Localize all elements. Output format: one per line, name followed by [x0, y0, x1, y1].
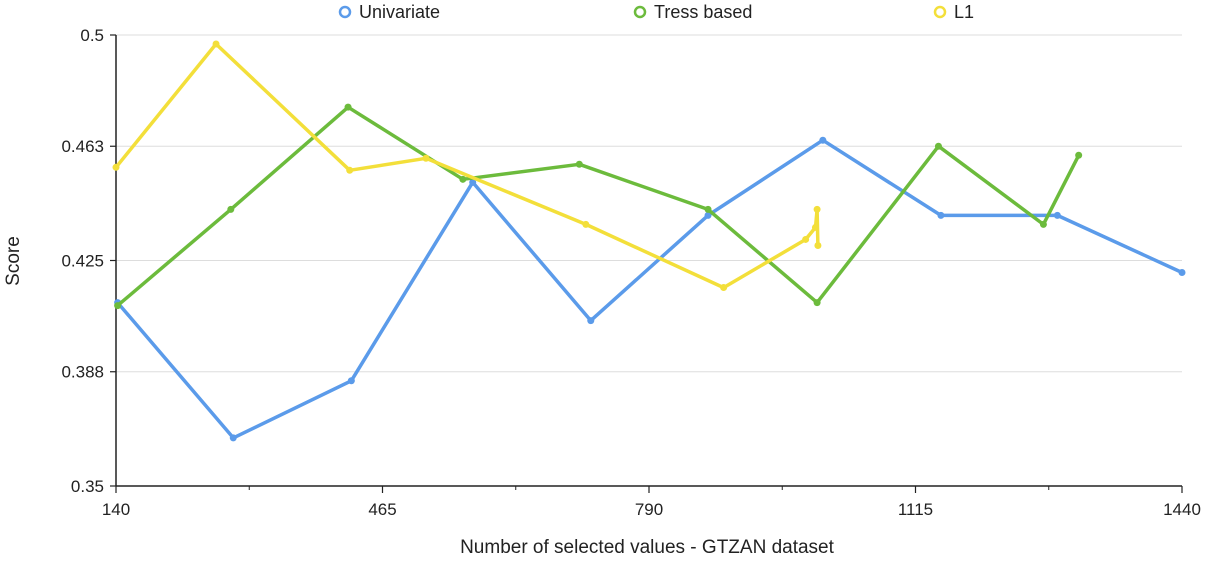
axes — [110, 34, 1183, 493]
data-point — [1178, 269, 1186, 277]
x-tick-label: 1115 — [898, 500, 933, 519]
series-line — [114, 42, 820, 290]
data-point — [422, 154, 430, 162]
data-point — [459, 175, 467, 183]
series-univariate — [114, 136, 1186, 442]
data-point — [934, 142, 942, 150]
y-tick-label: 0.388 — [61, 363, 104, 382]
tick-labels: 0.35 0.388 0.425 0.463 0.5 140 465 790 1115 1440 — [61, 26, 1200, 519]
data-point — [1053, 211, 1061, 219]
legend-item: Univariate — [338, 2, 440, 22]
data-point — [212, 40, 220, 48]
y-axis-title: Score — [3, 236, 24, 286]
data-point — [811, 223, 819, 231]
data-point — [346, 166, 354, 174]
x-tick-label: 465 — [368, 500, 396, 519]
data-point — [937, 211, 945, 219]
data-point — [587, 317, 595, 325]
data-point — [813, 299, 821, 307]
gridlines — [116, 34, 1182, 373]
legend-item: L1 — [933, 2, 974, 22]
legend-marker — [633, 5, 647, 19]
legend-item: Tress based — [633, 2, 752, 22]
legend-marker — [933, 5, 947, 19]
legend-marker — [338, 5, 352, 19]
legend-label: Tress based — [654, 2, 752, 22]
series-tress-based — [114, 103, 1083, 310]
data-point — [469, 178, 477, 186]
y-tick-label: 0.5 — [80, 26, 104, 45]
legend-label: Univariate — [359, 2, 440, 22]
y-tick-label: 0.463 — [61, 137, 104, 156]
data-point — [704, 205, 712, 213]
data-point — [814, 241, 822, 249]
series-line — [115, 138, 1184, 440]
x-tick-label: 790 — [635, 500, 663, 519]
data-point — [819, 136, 827, 144]
x-axis-title: Number of selected values - GTZAN datase… — [460, 537, 835, 558]
y-tick-label: 0.35 — [71, 477, 104, 496]
data-point — [575, 160, 583, 168]
data-point — [344, 103, 352, 111]
data-point — [813, 205, 821, 213]
data-point — [347, 377, 355, 385]
series-l1 — [112, 40, 822, 292]
legend-label: L1 — [954, 2, 974, 22]
series-lines — [112, 40, 1186, 442]
data-point — [1039, 220, 1047, 228]
x-tick-label: 140 — [102, 500, 130, 519]
data-point — [720, 284, 728, 292]
y-tick-label: 0.425 — [61, 252, 104, 271]
data-point — [704, 211, 712, 219]
data-point — [114, 302, 122, 310]
data-point — [112, 163, 120, 171]
data-point — [229, 434, 237, 442]
data-point — [1075, 151, 1083, 159]
legend: Univariate Tress based L1 — [338, 2, 974, 22]
data-point — [802, 235, 810, 243]
x-tick-label: 1440 — [1163, 500, 1201, 519]
data-point — [227, 205, 235, 213]
series-line — [115, 105, 1081, 308]
data-point — [582, 220, 590, 228]
